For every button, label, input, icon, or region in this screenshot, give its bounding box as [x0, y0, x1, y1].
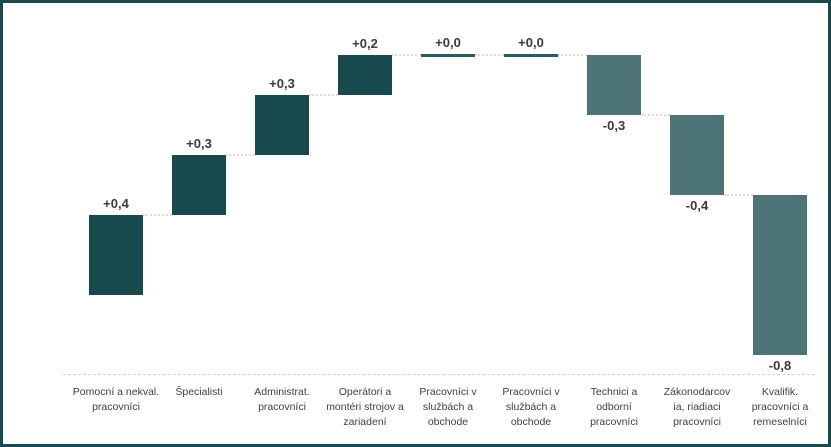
bar-value-label: +0,3: [186, 136, 212, 151]
bar-value-label: +0,3: [269, 76, 295, 91]
category-label: Pomocní a nekval. pracovníci: [72, 386, 160, 413]
waterfall-bar: [421, 54, 475, 57]
bar-value-label: -0,8: [768, 358, 792, 373]
waterfall-bar: [89, 215, 143, 295]
step-connector: [392, 54, 421, 56]
bar-value-label: -0,4: [685, 198, 709, 213]
waterfall-chart: +0,4 Pomocní a nekval. pracovníci +0,3 Špec…: [3, 3, 828, 444]
bar-value-label: +0,4: [103, 196, 129, 211]
waterfall-bar: [753, 195, 807, 355]
category-label: Technici a odborní pracovníci: [590, 386, 638, 428]
bar-value-label: +0,2: [352, 36, 378, 51]
waterfall-bar: [255, 95, 309, 155]
step-connector: [143, 214, 172, 216]
waterfall-bar: [172, 155, 226, 215]
category-label: Operátori a montéri strojov a zariadení: [326, 386, 404, 428]
step-connector: [226, 154, 255, 156]
step-connector: [309, 94, 338, 96]
waterfall-bar: [587, 55, 641, 115]
x-axis-line: [63, 374, 815, 375]
category-label: Zákonodarcov ia, riadiaci pracovníci: [663, 386, 731, 428]
category-label: Administrat. pracovníci: [254, 386, 310, 413]
step-connector: [724, 194, 753, 196]
bar-value-label: +0,0: [435, 35, 461, 50]
step-connector: [475, 54, 504, 56]
category-label: Pracovníci v službách a obchode: [419, 386, 477, 428]
category-label: Špecialisti: [175, 386, 223, 398]
bar-value-label: -0,3: [602, 118, 626, 133]
bar-value-label: +0,0: [518, 35, 544, 50]
category-label: Kvalifik. pracovníci a remeselníci: [751, 386, 809, 428]
category-label: Pracovníci v službách a obchode: [502, 386, 560, 428]
step-connector: [641, 114, 670, 116]
waterfall-bar: [504, 54, 558, 57]
waterfall-bar: [670, 115, 724, 195]
waterfall-bar: [338, 55, 392, 95]
step-connector: [558, 54, 587, 56]
